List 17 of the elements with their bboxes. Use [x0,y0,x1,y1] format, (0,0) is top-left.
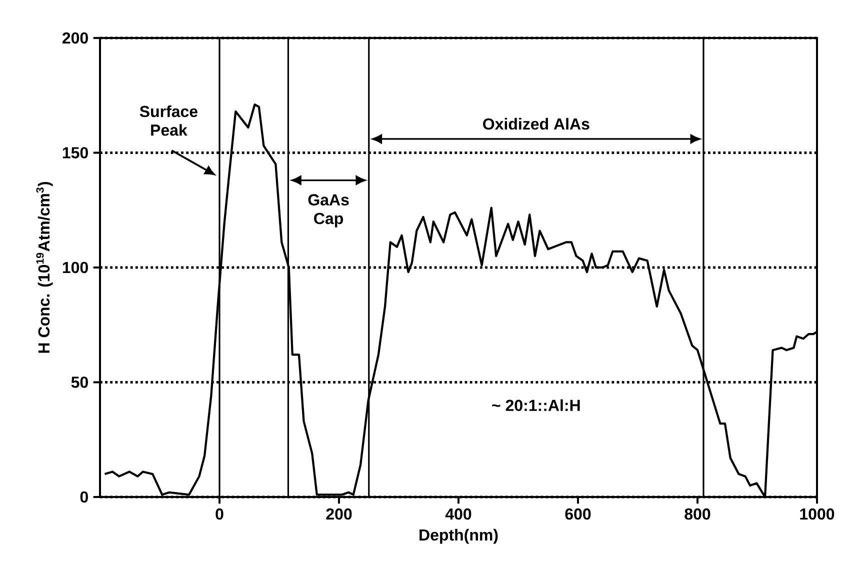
x-tick-label: 400 [445,508,472,520]
x-tick-label: 800 [684,508,710,520]
y-axis-title: H Conc. (10$^{19}$Atm/cm$^{3}$) [36,182,53,353]
y-tick-label: 50 [71,376,88,388]
y-tick-label: 150 [62,147,88,158]
x-tick-label: 1000 [800,508,834,520]
x-tick-label: 600 [565,508,591,520]
y-tick-label: 100 [62,262,88,274]
x-tick-label: 200 [326,508,352,520]
y-tick-label: 0 [80,491,88,503]
y-tick-label: 200 [62,32,88,44]
annotation: GaAs Cap [308,194,349,228]
annotation: ~ 20:1::Al:H [492,399,580,412]
annotation: Oxidized AlAs [483,118,590,130]
annotation: Surface Peak [140,105,198,136]
x-tick-label: 0 [216,508,224,520]
x-axis-title: Depth(nm) [420,528,498,544]
